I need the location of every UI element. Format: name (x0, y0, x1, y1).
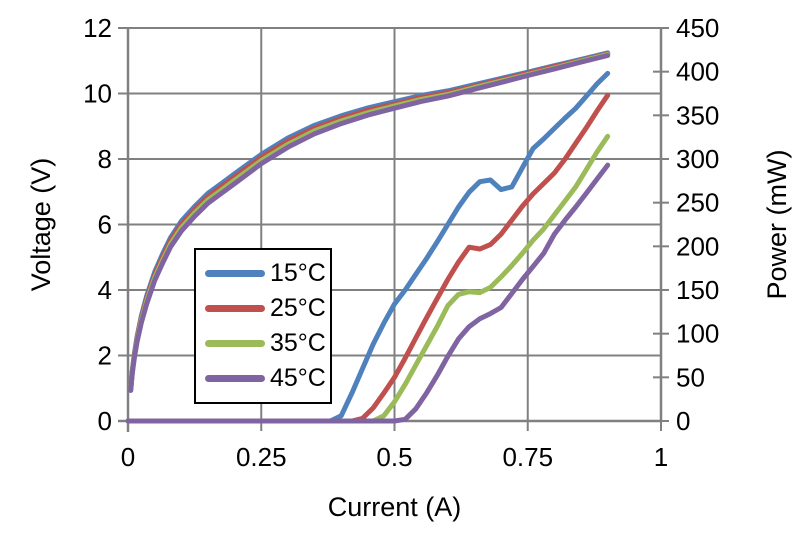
legend-label: 35°C (270, 329, 326, 357)
x-tick-label: 0.5 (376, 442, 412, 472)
x-tick-label: 0.25 (236, 442, 287, 472)
tick-labels: 0 2 4 6 8 10 12 0 50 100 150 200 250 300 350 400 450 0 0.2… (83, 13, 719, 472)
left-tick-label: 8 (98, 144, 112, 174)
left-tick-label: 6 (98, 210, 112, 240)
right-tick-label: 450 (676, 13, 719, 43)
x-tick-label: 0.75 (502, 442, 553, 472)
right-tick-label: 0 (676, 406, 690, 436)
legend: 15°C 25°C 35°C 45°C (194, 248, 332, 404)
left-tick-label: 10 (83, 79, 112, 109)
legend-swatch-15c (205, 270, 265, 277)
series-power-45c (125, 162, 611, 424)
legend-label: 45°C (270, 364, 326, 392)
legend-item-45c: 45°C (205, 366, 330, 391)
series-voltage-45c (128, 53, 611, 393)
left-tick-label: 0 (98, 406, 112, 436)
right-tick-label: 200 (676, 231, 719, 261)
legend-item-15c: 15°C (205, 261, 330, 286)
right-tick-label: 350 (676, 100, 719, 130)
legend-label: 15°C (270, 259, 326, 287)
left-tick-label: 12 (83, 13, 112, 43)
right-tick-label: 400 (676, 57, 719, 87)
left-axis-title: Voltage (V) (26, 158, 56, 292)
right-tick-label: 100 (676, 319, 719, 349)
right-tick-label: 250 (676, 188, 719, 218)
left-tick-label: 2 (98, 341, 112, 371)
legend-label: 25°C (270, 294, 326, 322)
x-tick-label: 0 (121, 442, 135, 472)
right-tick-label: 50 (676, 362, 705, 392)
legend-swatch-35c (205, 340, 265, 347)
left-tick-label: 4 (98, 275, 112, 305)
legend-swatch-25c (205, 305, 265, 312)
x-axis-title: Current (A) (328, 492, 462, 522)
x-tick-label: 1 (654, 442, 668, 472)
data-series (125, 50, 611, 424)
legend-item-25c: 25°C (205, 296, 330, 321)
right-tick-label: 300 (676, 144, 719, 174)
right-axis-title: Power (mW) (762, 150, 792, 300)
right-tick-label: 150 (676, 275, 719, 305)
legend-item-35c: 35°C (205, 331, 330, 356)
legend-swatch-45c (205, 375, 265, 382)
